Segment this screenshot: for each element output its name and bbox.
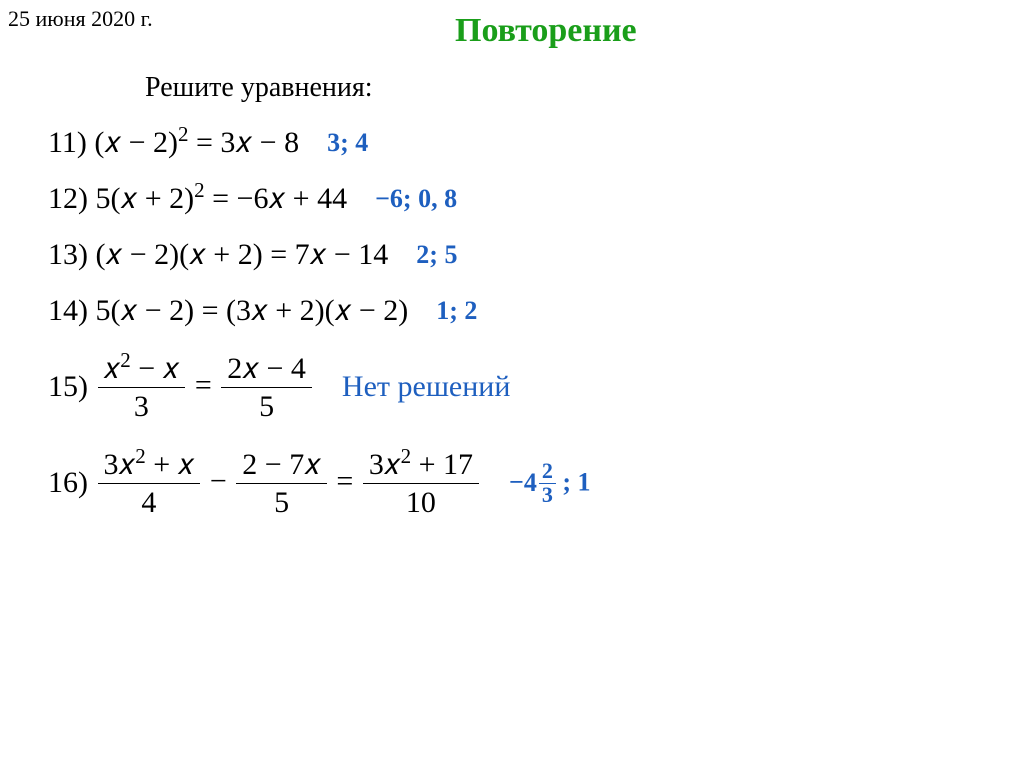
eq-answer: Нет решений: [342, 370, 511, 404]
fraction: 2𝑥 − 4 5: [221, 352, 312, 423]
eq-answer: 3; 4: [327, 128, 368, 158]
equation-11: 11) (𝑥 − 2)2 = 3𝑥 − 8 3; 4: [48, 118, 591, 168]
fraction: 3𝑥2 + 17 10: [363, 448, 479, 519]
fraction: 𝑥2 − 𝑥 3: [98, 352, 186, 423]
eq-number: 12): [48, 182, 96, 216]
subtitle: Решите уравнения:: [145, 72, 373, 104]
eq-number: 15): [48, 370, 96, 404]
eq-answer: 1; 2: [436, 296, 477, 326]
eq-body: (𝑥 − 2)2 = 3𝑥 − 8: [94, 126, 299, 160]
fraction: 2 − 7𝑥 5: [236, 448, 327, 519]
eq-body: 3𝑥2 + 𝑥 4 − 2 − 7𝑥 5 = 3𝑥2 + 17 10: [96, 448, 481, 519]
equation-15: 15) 𝑥2 − 𝑥 3 = 2𝑥 − 4 5 Нет решений: [48, 342, 591, 432]
eq-body: 𝑥2 − 𝑥 3 = 2𝑥 − 4 5: [96, 352, 314, 423]
eq-answer: 2; 5: [416, 240, 457, 270]
equation-12: 12) 5(𝑥 + 2)2 = −6𝑥 + 44 −6; 0, 8: [48, 174, 591, 224]
eq-number: 14): [48, 294, 96, 328]
eq-answer: −6; 0, 8: [375, 184, 457, 214]
eq-answer: −423 ; 1: [509, 460, 591, 505]
equation-13: 13) (𝑥 − 2)(𝑥 + 2) = 7𝑥 − 14 2; 5: [48, 230, 591, 280]
eq-body: 5(𝑥 − 2) = (3𝑥 + 2)(𝑥 − 2): [96, 294, 409, 328]
eq-body: (𝑥 − 2)(𝑥 + 2) = 7𝑥 − 14: [96, 238, 389, 272]
eq-body: 5(𝑥 + 2)2 = −6𝑥 + 44: [96, 182, 348, 216]
fraction: 3𝑥2 + 𝑥 4: [98, 448, 201, 519]
equation-list: 11) (𝑥 − 2)2 = 3𝑥 − 8 3; 4 12) 5(𝑥 + 2)2…: [48, 118, 591, 534]
eq-number: 11): [48, 126, 94, 160]
eq-number: 16): [48, 466, 96, 500]
equation-16: 16) 3𝑥2 + 𝑥 4 − 2 − 7𝑥 5 = 3𝑥2 + 17 10 −…: [48, 438, 591, 528]
eq-number: 13): [48, 238, 96, 272]
equation-14: 14) 5(𝑥 − 2) = (3𝑥 + 2)(𝑥 − 2) 1; 2: [48, 286, 591, 336]
page-title: Повторение: [455, 12, 637, 50]
date-label: 25 июня 2020 г.: [8, 6, 153, 32]
